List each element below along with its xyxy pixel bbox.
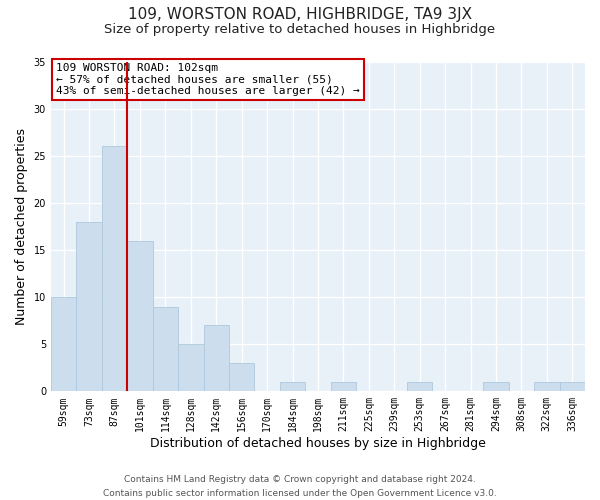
Bar bbox=[483, 382, 509, 392]
Bar bbox=[152, 306, 178, 392]
Bar bbox=[560, 382, 585, 392]
Bar bbox=[51, 297, 76, 392]
Bar bbox=[407, 382, 433, 392]
Bar bbox=[534, 382, 560, 392]
Bar bbox=[280, 382, 305, 392]
Text: 109 WORSTON ROAD: 102sqm
← 57% of detached houses are smaller (55)
43% of semi-d: 109 WORSTON ROAD: 102sqm ← 57% of detach… bbox=[56, 63, 360, 96]
Bar bbox=[178, 344, 203, 392]
Bar bbox=[127, 240, 152, 392]
Text: Contains HM Land Registry data © Crown copyright and database right 2024.
Contai: Contains HM Land Registry data © Crown c… bbox=[103, 476, 497, 498]
Text: Size of property relative to detached houses in Highbridge: Size of property relative to detached ho… bbox=[104, 22, 496, 36]
Bar bbox=[102, 146, 127, 392]
Text: 109, WORSTON ROAD, HIGHBRIDGE, TA9 3JX: 109, WORSTON ROAD, HIGHBRIDGE, TA9 3JX bbox=[128, 8, 472, 22]
Bar bbox=[76, 222, 102, 392]
Bar bbox=[229, 363, 254, 392]
X-axis label: Distribution of detached houses by size in Highbridge: Distribution of detached houses by size … bbox=[150, 437, 486, 450]
Bar bbox=[331, 382, 356, 392]
Y-axis label: Number of detached properties: Number of detached properties bbox=[15, 128, 28, 325]
Bar bbox=[203, 326, 229, 392]
